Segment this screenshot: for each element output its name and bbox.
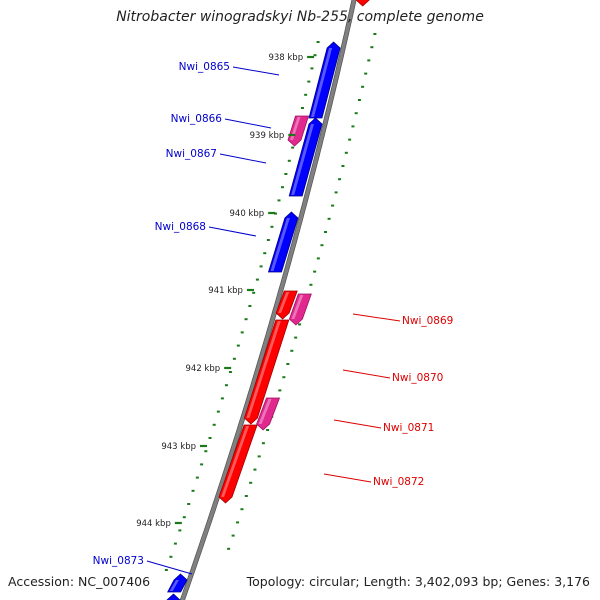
forward-cds-nwi-0865-highlight (311, 48, 333, 117)
reverse-feature-nwi-0869b (288, 293, 312, 326)
gene-labels: Nwi_0865 Nwi_0866 Nwi_0867 Nwi_0868 Nwi_0873… (93, 61, 453, 575)
inner-tick-track (164, 41, 320, 571)
reverse-cds-nwi-0870 (243, 319, 290, 425)
feature-track (166, 0, 370, 600)
reverse-cds-nwi-0869 (275, 290, 298, 320)
position-ticks: 938 kbp 939 kbp 940 kbp 941 kbp 942 kbp 943 k… (136, 53, 315, 529)
genome-backbone (179, 0, 357, 600)
tick-label: 941 kbp (208, 286, 243, 296)
tick-label: 939 kbp (250, 131, 285, 141)
forward-cds-next (166, 593, 181, 600)
forward-cds-nwi-0873-highlight (169, 580, 179, 591)
label-leader (208, 226, 257, 237)
reverse-cds-nwi-0872-highlight (221, 426, 250, 497)
gene-label-nwi-0869: Nwi_0869 (402, 315, 453, 327)
genome-summary-text: Topology: circular; Length: 3,402,093 bp… (246, 574, 590, 589)
forward-cds-nwi-0873 (167, 573, 188, 593)
accession-text: Accession: NC_007406 (8, 574, 151, 589)
forward-cds-nwi-0868-highlight (270, 218, 290, 271)
forward-cds-nwi-0867-highlight (291, 124, 314, 195)
label-leader (146, 560, 193, 575)
tick-label: 943 kbp (161, 442, 196, 452)
gene-label-nwi-0872: Nwi_0872 (373, 476, 424, 488)
label-leader (219, 153, 267, 164)
gene-label-nwi-0866: Nwi_0866 (171, 113, 223, 125)
label-leader (232, 66, 280, 76)
label-leader (323, 473, 372, 483)
reverse-cds-nwi-0869-highlight (278, 292, 290, 313)
gene-label-nwi-0865: Nwi_0865 (179, 61, 230, 73)
forward-cds-nwi-0867 (288, 117, 323, 197)
gene-label-nwi-0868: Nwi_0868 (155, 221, 206, 233)
tick-label: 940 kbp (230, 209, 265, 219)
gene-label-nwi-0867: Nwi_0867 (166, 148, 217, 160)
tick-label: 938 kbp (268, 53, 303, 63)
gene-label-nwi-0871: Nwi_0871 (383, 422, 434, 434)
tick-label: 942 kbp (186, 364, 221, 374)
label-leader (333, 419, 382, 429)
reverse-cds-nwi-0870-highlight (246, 321, 281, 418)
gene-label-nwi-0870: Nwi_0870 (392, 372, 443, 384)
tick-label: 944 kbp (136, 519, 171, 529)
label-leader (352, 313, 401, 322)
gene-label-nwi-0873: Nwi_0873 (93, 555, 144, 567)
reverse-feature-nwi-0869b-highlight (291, 295, 304, 319)
reverse-cds-nwi-0872 (218, 424, 258, 504)
reverse-feature-nwi-0871-highlight (258, 399, 272, 424)
outer-tick-track (227, 33, 377, 550)
reverse-cds-top (355, 0, 370, 7)
forward-cds-nwi-0868 (267, 211, 299, 273)
map-title: Nitrobacter winogradskyi Nb-255, complet… (116, 9, 484, 25)
reverse-feature-nwi-0871 (256, 397, 281, 431)
label-leader (224, 118, 272, 129)
label-leader (342, 369, 391, 379)
backbone-line (180, 0, 356, 600)
